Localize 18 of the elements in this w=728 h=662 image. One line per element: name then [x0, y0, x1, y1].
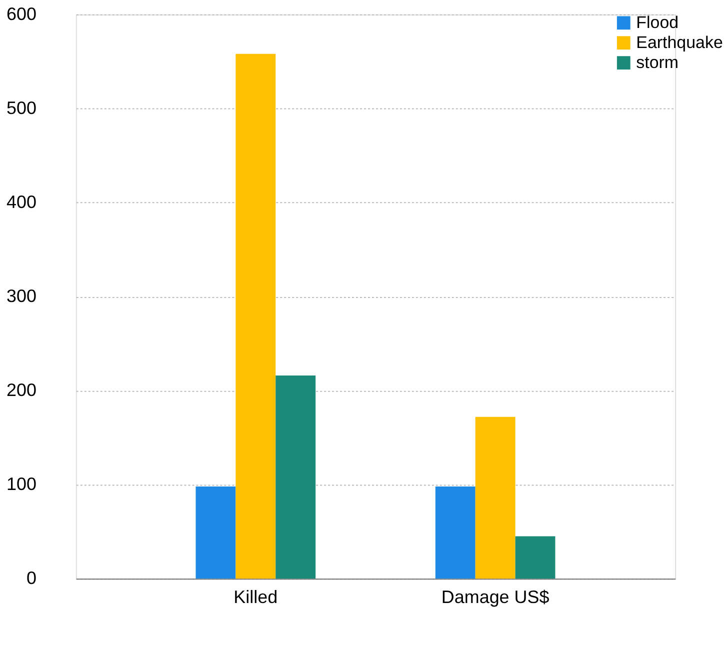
y-tick-label: 300 — [6, 286, 36, 306]
bar — [475, 416, 516, 579]
y-tick-label: 200 — [6, 380, 36, 400]
y-tick-label: 100 — [6, 474, 36, 494]
x-tick-label: Killed — [234, 587, 278, 608]
bar — [515, 536, 556, 579]
legend-label: Flood — [636, 12, 679, 32]
legend-label: Earthquake — [636, 32, 723, 52]
bar — [236, 54, 276, 579]
bar — [276, 376, 316, 579]
y-tick-label: 400 — [6, 192, 36, 212]
bar — [435, 486, 476, 579]
bar — [196, 486, 236, 579]
y-tick-label: 0 — [26, 568, 36, 588]
x-tick-label: Damage US$ — [441, 587, 550, 608]
y-tick-label: 600 — [6, 4, 36, 24]
legend-label: storm — [636, 52, 679, 72]
y-tick-label: 500 — [6, 98, 36, 118]
